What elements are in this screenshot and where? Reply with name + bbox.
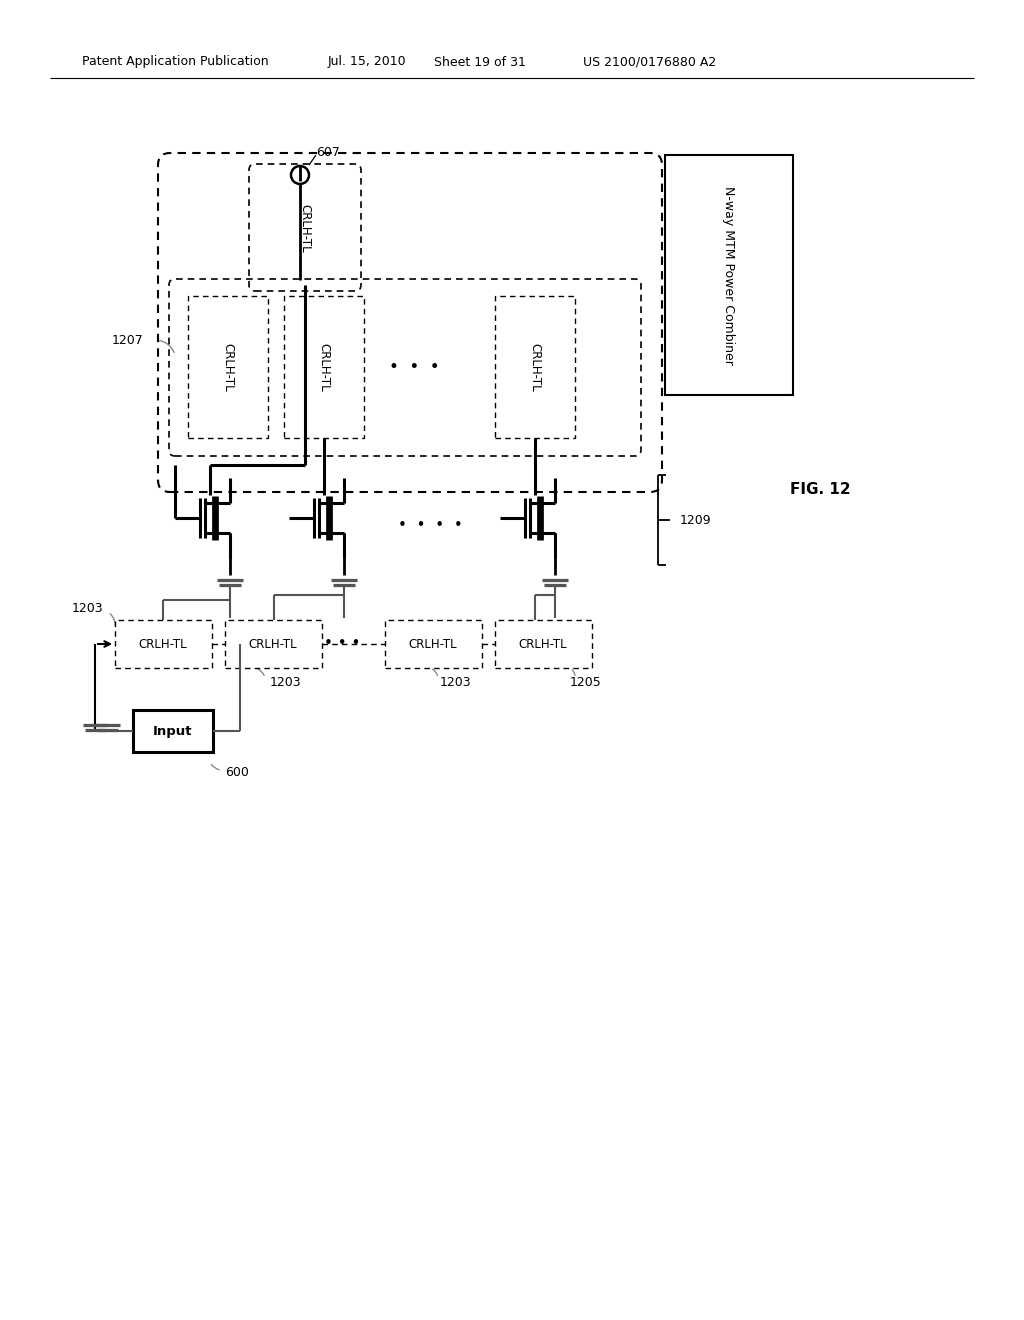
Text: CRLH-TL: CRLH-TL: [317, 343, 331, 391]
Bar: [188, 296, 268, 438]
Bar: [385, 620, 482, 668]
Text: Sheet 19 of 31: Sheet 19 of 31: [434, 55, 526, 69]
Text: CRLH-TL: CRLH-TL: [138, 638, 187, 651]
Text: • • •: • • •: [324, 636, 360, 652]
Text: •  •  •  •: • • • •: [397, 517, 463, 532]
Text: •  •  •: • • •: [389, 358, 439, 376]
Text: CRLH-TL: CRLH-TL: [528, 343, 542, 391]
Text: 600: 600: [225, 767, 249, 780]
Text: FIG. 12: FIG. 12: [790, 483, 851, 498]
Bar: [495, 620, 592, 668]
Bar: [225, 620, 322, 668]
Text: CRLH-TL: CRLH-TL: [299, 203, 311, 252]
Text: 1203: 1203: [270, 676, 302, 689]
Text: US 2100/0176880 A2: US 2100/0176880 A2: [584, 55, 717, 69]
Text: 1209: 1209: [680, 513, 712, 527]
Text: 1207: 1207: [112, 334, 143, 346]
Text: N-way MTM Power Combiner: N-way MTM Power Combiner: [723, 186, 735, 364]
Bar: [495, 296, 575, 438]
Text: CRLH-TL: CRLH-TL: [409, 638, 458, 651]
Text: CRLH-TL: CRLH-TL: [519, 638, 567, 651]
Text: Input: Input: [154, 725, 193, 738]
Text: Patent Application Publication: Patent Application Publication: [82, 55, 268, 69]
Text: 1203: 1203: [72, 602, 103, 615]
Bar: [115, 620, 212, 668]
Text: 1205: 1205: [570, 676, 602, 689]
Bar: [284, 296, 364, 438]
Text: 607: 607: [316, 145, 340, 158]
Bar: [133, 710, 213, 752]
Text: CRLH-TL: CRLH-TL: [249, 638, 297, 651]
Text: 1203: 1203: [440, 676, 472, 689]
Bar: [665, 154, 793, 395]
Text: CRLH-TL: CRLH-TL: [221, 343, 234, 391]
Text: Jul. 15, 2010: Jul. 15, 2010: [328, 55, 407, 69]
